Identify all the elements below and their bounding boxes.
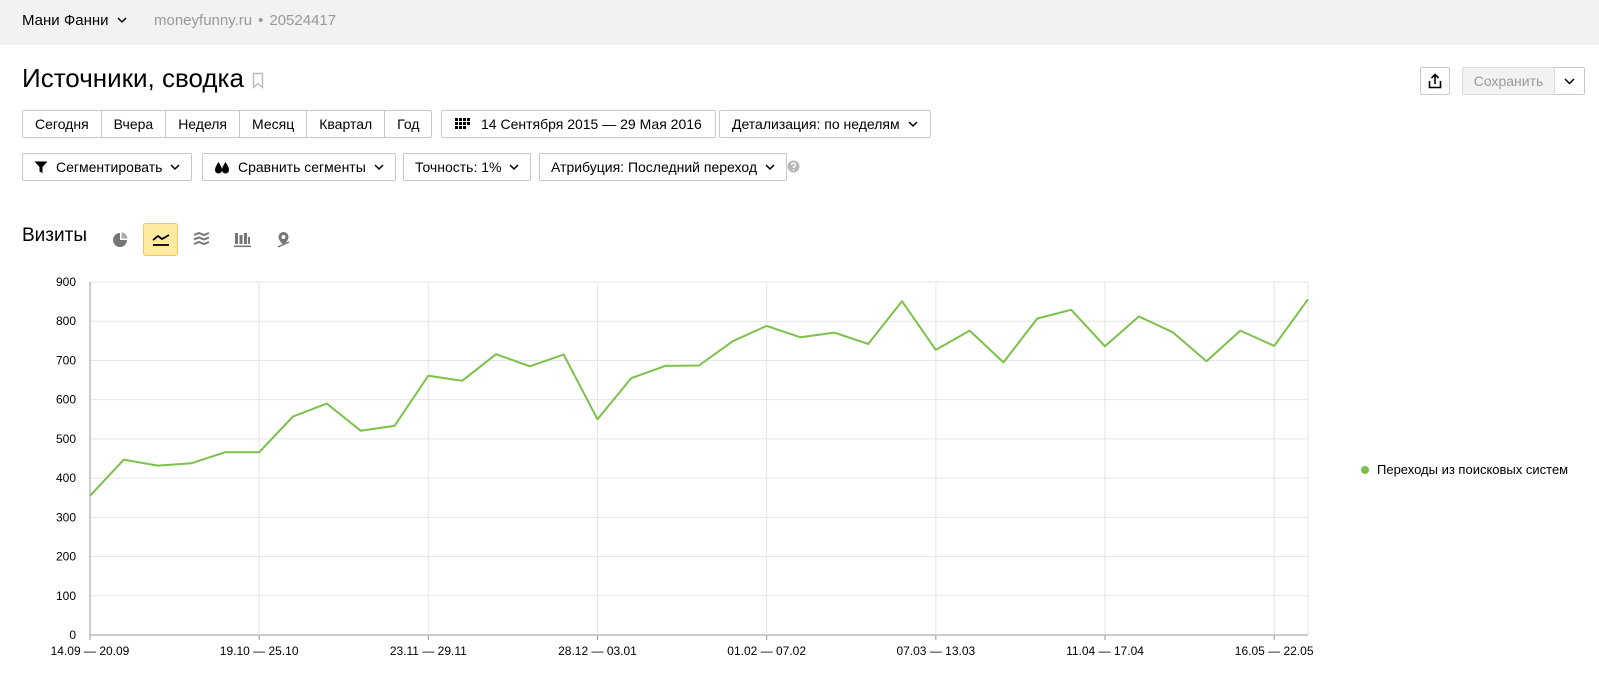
series-line: [89, 298, 1309, 497]
top-bar: Мани Фанни moneyfunny.ru • 20524417: [0, 0, 1599, 45]
section-title: Визиты: [22, 225, 87, 246]
save-options-button[interactable]: [1555, 67, 1585, 95]
page-title: Источники, сводка: [22, 63, 244, 93]
y-tick-label: 800: [56, 314, 76, 328]
line-chart-icon: [151, 233, 169, 246]
site-meta: moneyfunny.ru • 20524417: [154, 12, 336, 29]
accuracy-dropdown[interactable]: Точность: 1%: [403, 153, 532, 181]
y-tick-label: 400: [56, 471, 76, 485]
pie-chart-icon: [112, 232, 127, 247]
drops-icon: [215, 161, 229, 173]
x-tick-label: 07.03 — 13.03: [896, 644, 975, 658]
y-tick-label: 700: [56, 353, 76, 367]
legend-marker: [1361, 465, 1369, 474]
bookmark-icon[interactable]: [252, 72, 264, 89]
chevron-down-icon: [908, 120, 918, 127]
pie-chart-tool[interactable]: [102, 223, 137, 256]
map-icon: [277, 232, 290, 248]
period-week-button[interactable]: Неделя: [165, 110, 241, 138]
x-tick-label: 01.02 — 07.02: [727, 644, 806, 658]
accuracy-label: Точность: 1%: [415, 159, 502, 175]
y-tick-label: 200: [56, 550, 76, 564]
period-today-button[interactable]: Сегодня: [22, 110, 102, 138]
detail-dropdown[interactable]: Детализация: по неделям: [719, 110, 931, 138]
date-range-picker[interactable]: 14 Сентября 2015 — 29 Мая 2016: [441, 110, 716, 138]
y-tick-label: 600: [56, 393, 76, 407]
period-selector: Сегодня Вчера Неделя Месяц Квартал Год: [22, 110, 433, 138]
share-icon: [1428, 73, 1442, 89]
stacked-area-icon: [193, 232, 210, 246]
save-group: Сохранить: [1462, 67, 1585, 95]
map-tool[interactable]: [266, 223, 301, 256]
chart-legend-item[interactable]: Переходы из поисковых систем: [1361, 462, 1568, 477]
attribution-label: Атрибуция: Последний переход: [551, 159, 758, 175]
chevron-down-icon: [374, 163, 384, 170]
site-domain: moneyfunny.ru: [154, 12, 253, 29]
y-tick-label: 900: [56, 275, 76, 289]
bar-chart-tool[interactable]: [225, 223, 260, 256]
chevron-down-icon: [765, 163, 775, 170]
date-range-label: 14 Сентября 2015 — 29 Мая 2016: [481, 116, 702, 132]
x-tick-label: 19.10 — 25.10: [220, 644, 299, 658]
x-tick-label: 16.05 — 22.05: [1235, 644, 1314, 658]
calendar-icon: [455, 118, 470, 129]
line-chart-tool[interactable]: [143, 223, 178, 256]
x-tick-label: 23.11 — 29.11: [390, 644, 467, 658]
chart-type-switcher: [102, 223, 301, 256]
period-year-button[interactable]: Год: [384, 110, 433, 138]
y-tick-label: 300: [56, 510, 76, 524]
compare-segments-dropdown[interactable]: Сравнить сегменты: [202, 153, 396, 181]
chevron-down-icon: [1564, 77, 1575, 85]
save-button[interactable]: Сохранить: [1462, 67, 1555, 95]
y-tick-label: 500: [56, 432, 76, 446]
counter-id: 20524417: [269, 12, 337, 29]
help-icon[interactable]: [787, 160, 800, 173]
y-tick-label: 0: [69, 628, 76, 642]
segment-label: Сегментировать: [56, 159, 163, 175]
separator: •: [258, 12, 264, 29]
legend-label: Переходы из поисковых систем: [1377, 462, 1569, 477]
stacked-area-tool[interactable]: [184, 223, 219, 256]
visits-line-chart: 0 100 200 300 400 500 600 700 800 900 14.09 — 20.0…: [51, 275, 1314, 658]
attribution-dropdown[interactable]: Атрибуция: Последний переход: [539, 153, 788, 181]
period-month-button[interactable]: Месяц: [239, 110, 308, 138]
compare-label: Сравнить сегменты: [238, 159, 366, 175]
segment-dropdown[interactable]: Сегментировать: [22, 153, 193, 181]
period-quarter-button[interactable]: Квартал: [306, 110, 386, 138]
counter-switcher[interactable]: Мани Фанни: [22, 12, 127, 29]
bar-chart-icon: [234, 232, 251, 247]
x-tick-label: 11.04 — 17.04: [1066, 644, 1144, 658]
chevron-down-icon: [509, 163, 519, 170]
period-yesterday-button[interactable]: Вчера: [100, 110, 167, 138]
chevron-down-icon: [117, 17, 127, 24]
x-tick-label: 14.09 — 20.09: [51, 644, 130, 658]
detail-label: Детализация: по неделям: [732, 116, 900, 132]
x-tick-label: 28.12 — 03.01: [558, 644, 637, 658]
export-button[interactable]: [1420, 67, 1450, 95]
y-tick-label: 100: [56, 589, 76, 603]
filter-icon: [34, 161, 48, 173]
chevron-down-icon: [170, 163, 180, 170]
counter-name: Мани Фанни: [22, 12, 109, 29]
